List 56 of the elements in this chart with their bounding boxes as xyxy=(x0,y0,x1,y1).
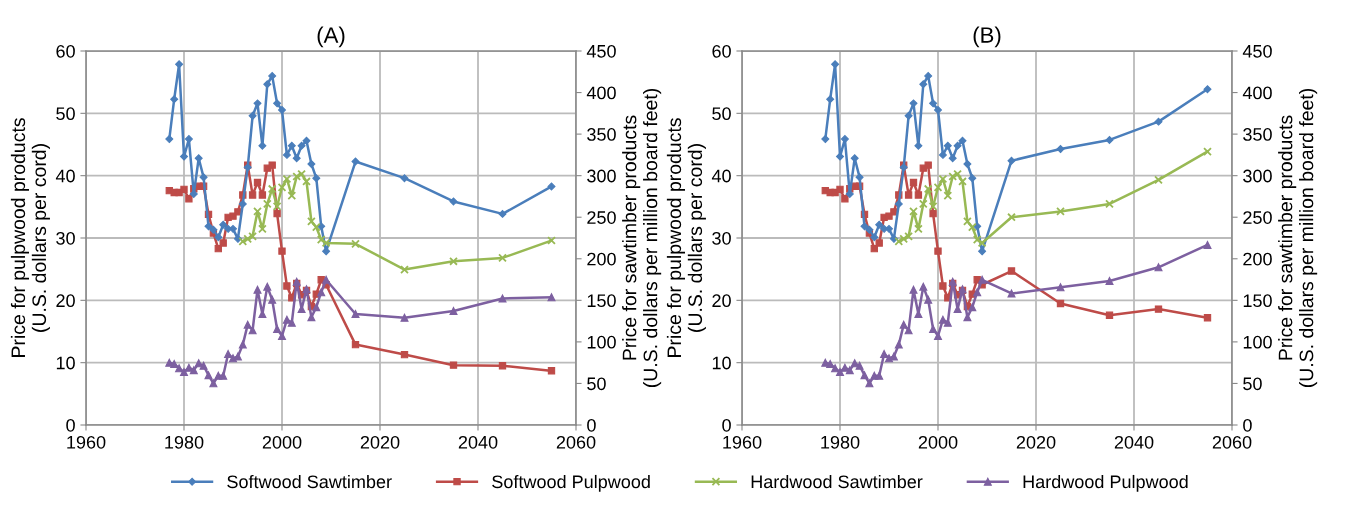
y2-tick-label: 150 xyxy=(587,294,616,308)
legend-label: Hardwood Pulpwood xyxy=(1023,474,1188,492)
y-tick-label: 30 xyxy=(712,231,731,245)
chart-title: (A) xyxy=(317,26,345,48)
x-tick-label: 2060 xyxy=(556,435,596,449)
y-tick-label: 50 xyxy=(712,107,731,121)
y2-axis-title: Price for sawtimber products (U.S. dollars per million board feet) xyxy=(622,88,662,387)
y2-tick-label: 100 xyxy=(1243,335,1272,349)
y-tick-label: 20 xyxy=(712,294,731,308)
x-tick-label: 2040 xyxy=(458,435,498,449)
y2-axis-title: Price for sawtimber products (U.S. dollars per million board feet) xyxy=(1278,88,1318,387)
y-tick-label: 0 xyxy=(722,418,731,432)
x-tick-label: 1960 xyxy=(723,435,762,449)
x-tick-label: 2040 xyxy=(1114,435,1154,449)
x-tick-label: 2000 xyxy=(262,435,302,449)
y2-tick-label: 250 xyxy=(587,211,616,224)
legend-label: Softwood Pulpwood xyxy=(492,474,650,492)
y-tick-label: 40 xyxy=(55,169,75,183)
legend-label: Hardwood Sawtimber xyxy=(751,474,923,489)
y2-tick-label: 0 xyxy=(1243,418,1252,432)
x-tick-label: 2020 xyxy=(1016,435,1056,449)
y2-tick-label: 50 xyxy=(587,377,606,391)
y2-tick-label: 0 xyxy=(587,418,596,432)
chart-title: (B) xyxy=(973,26,1001,48)
x-tick-label: 2020 xyxy=(360,435,400,449)
y2-tick-label: 450 xyxy=(586,44,616,58)
y2-tick-label: 350 xyxy=(587,128,616,141)
y-axis-title: Price for pulpwood products (U.S. dollars per cord) xyxy=(10,118,50,357)
y2-tick-label: 200 xyxy=(1243,252,1272,266)
y-tick-label: 50 xyxy=(56,107,75,121)
y-tick-label: 20 xyxy=(56,294,75,308)
y2-tick-label: 450 xyxy=(1242,44,1272,58)
y2-tick-label: 100 xyxy=(587,335,616,349)
y-tick-label: 60 xyxy=(712,44,731,58)
y2-tick-label: 50 xyxy=(1243,377,1262,391)
y-tick-label: 10 xyxy=(712,356,731,370)
y-tick-label: 40 xyxy=(711,169,731,183)
y2-tick-label: 300 xyxy=(587,169,616,183)
y2-tick-label: 200 xyxy=(587,252,616,266)
y-axis-title: Price for pulpwood products (U.S. dollars per cord) xyxy=(666,118,706,357)
y2-tick-label: 400 xyxy=(1242,86,1272,100)
y-tick-label: 10 xyxy=(56,356,75,370)
x-tick-label: 1980 xyxy=(165,435,204,449)
y2-tick-label: 250 xyxy=(1243,211,1272,224)
y-tick-label: 60 xyxy=(56,44,75,58)
x-tick-label: 1980 xyxy=(821,435,860,449)
y-tick-label: 30 xyxy=(56,231,75,245)
y2-tick-label: 300 xyxy=(1243,169,1272,183)
y2-tick-label: 150 xyxy=(1243,294,1272,308)
y2-tick-label: 350 xyxy=(1243,128,1272,141)
y2-tick-label: 400 xyxy=(586,86,616,100)
x-tick-label: 2000 xyxy=(918,435,958,449)
x-tick-label: 2060 xyxy=(1212,435,1252,449)
y-tick-label: 0 xyxy=(66,418,75,432)
legend-label: Softwood Sawtimber xyxy=(227,474,392,489)
x-tick-label: 1960 xyxy=(67,435,106,449)
